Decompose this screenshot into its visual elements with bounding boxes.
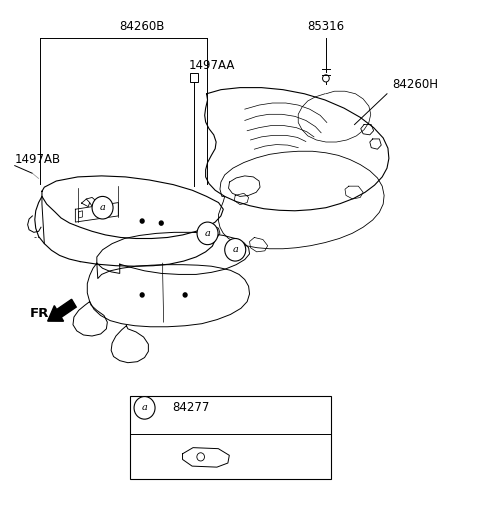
Text: 1497AA: 1497AA (188, 59, 235, 72)
Bar (130, 396, 331, 479)
Bar (190, 73, 199, 83)
Text: 84260H: 84260H (393, 78, 439, 91)
Text: a: a (142, 404, 147, 412)
Circle shape (159, 221, 163, 225)
Text: a: a (232, 245, 238, 254)
Text: 84277: 84277 (172, 401, 210, 414)
Circle shape (140, 219, 144, 223)
Text: 84260B: 84260B (120, 20, 165, 33)
Circle shape (140, 293, 144, 297)
Circle shape (225, 238, 246, 261)
Text: a: a (100, 203, 106, 212)
Text: a: a (204, 229, 211, 238)
Circle shape (197, 222, 218, 245)
Text: FR.: FR. (30, 307, 55, 320)
Circle shape (134, 397, 155, 419)
Text: 1497AB: 1497AB (15, 153, 61, 166)
Circle shape (92, 197, 113, 219)
Text: 85316: 85316 (307, 20, 345, 33)
Circle shape (183, 293, 187, 297)
FancyArrow shape (48, 299, 76, 321)
